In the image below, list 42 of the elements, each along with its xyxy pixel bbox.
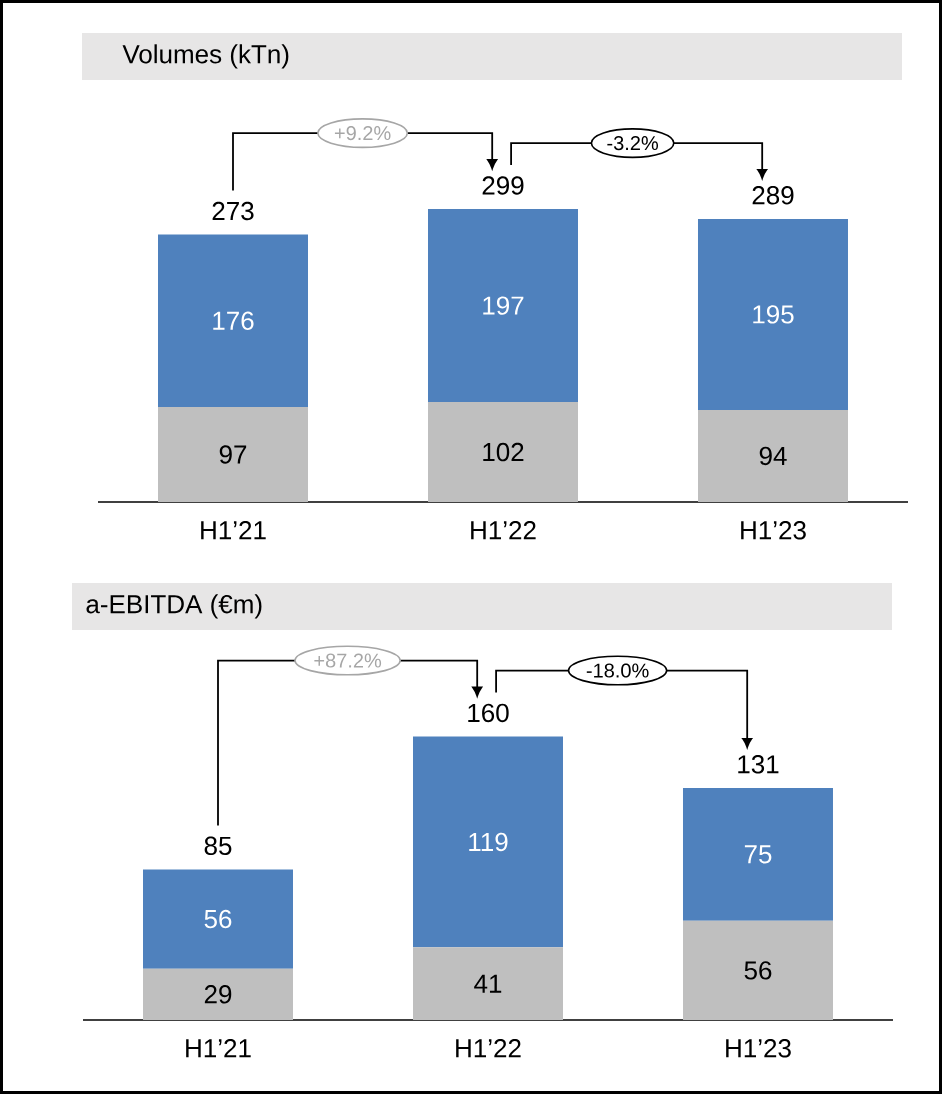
bar [143, 968, 293, 1021]
total-label: 85 [204, 836, 232, 856]
bar [428, 209, 578, 403]
data-label: 29 [204, 985, 232, 1004]
total-label: 131 [738, 755, 779, 774]
bar [413, 736, 563, 948]
text: +9.2% [334, 126, 391, 141]
data-label: 75 [744, 845, 772, 864]
total-label: 289 [752, 186, 794, 205]
x-tick-label: H1’23 [741, 521, 806, 540]
bar [682, 920, 833, 1021]
text: -3.2% [607, 136, 659, 151]
bar [143, 869, 293, 969]
bar [413, 947, 563, 1021]
data-label: 102 [483, 442, 524, 462]
total-label: 160 [468, 703, 509, 723]
chart-title: Volumes (kTn) [122, 44, 289, 69]
data-label: 56 [744, 961, 772, 980]
data-label: 56 [204, 909, 232, 929]
data-label: 119 [469, 832, 508, 852]
total-label: 299 [482, 176, 524, 195]
bar [158, 234, 308, 407]
bar [698, 409, 848, 503]
bar [158, 406, 308, 503]
chart-title: a-EBITDA (€m) [86, 594, 262, 619]
x-tick-label: H1’21 [201, 521, 266, 540]
bar [698, 218, 848, 410]
data-label: 97 [219, 445, 247, 464]
x-tick-label: H1’23 [726, 1039, 791, 1058]
data-label: 197 [483, 296, 524, 315]
data-label: 41 [474, 974, 502, 993]
text: -18.0% [586, 663, 649, 678]
x-tick-label: H1’21 [186, 1039, 251, 1058]
x-tick-label: H1’22 [456, 1039, 521, 1058]
data-label: 195 [753, 305, 794, 324]
text: +87.2% [314, 653, 382, 668]
bar [428, 402, 578, 503]
total-label: 273 [212, 201, 254, 221]
x-tick-label: H1’22 [471, 521, 536, 540]
data-label: 176 [213, 311, 254, 330]
data-label: 94 [759, 446, 787, 466]
bar [682, 787, 833, 921]
